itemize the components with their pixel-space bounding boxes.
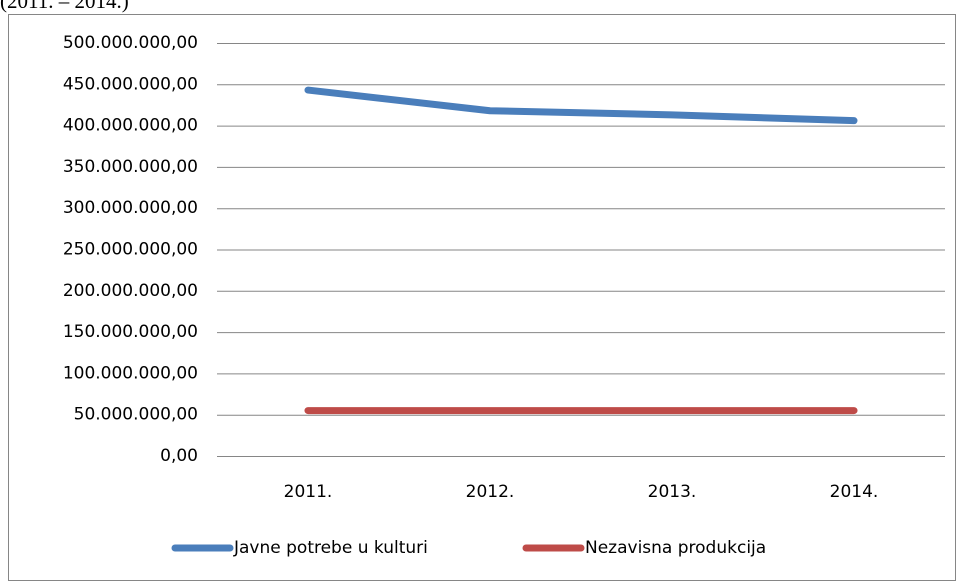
y-tick-label: 300.000.000,00 bbox=[63, 198, 198, 218]
chart-title: (2011. – 2014.) bbox=[0, 0, 129, 13]
x-tick-label: 2014. bbox=[830, 482, 879, 502]
y-tick-label: 100.000.000,00 bbox=[63, 363, 198, 383]
y-tick-label: 0,00 bbox=[160, 446, 198, 466]
series-line bbox=[304, 86, 858, 125]
y-tick-label: 450.000.000,00 bbox=[63, 74, 198, 94]
y-tick-label: 350.000.000,00 bbox=[63, 157, 198, 177]
y-tick-label: 250.000.000,00 bbox=[63, 240, 198, 260]
legend-label: Nezavisna produkcija bbox=[585, 538, 766, 558]
x-tick-label: 2011. bbox=[284, 482, 333, 502]
y-tick-label: 50.000.000,00 bbox=[74, 405, 198, 425]
chart-border bbox=[8, 14, 956, 581]
y-tick-label: 200.000.000,00 bbox=[63, 281, 198, 301]
y-tick-label: 400.000.000,00 bbox=[63, 116, 198, 136]
legend-label: Javne potrebe u kulturi bbox=[233, 538, 428, 558]
x-tick-label: 2013. bbox=[648, 482, 697, 502]
y-tick-label: 500.000.000,00 bbox=[63, 33, 198, 53]
x-tick-label: 2012. bbox=[466, 482, 515, 502]
y-tick-label: 150.000.000,00 bbox=[63, 322, 198, 342]
